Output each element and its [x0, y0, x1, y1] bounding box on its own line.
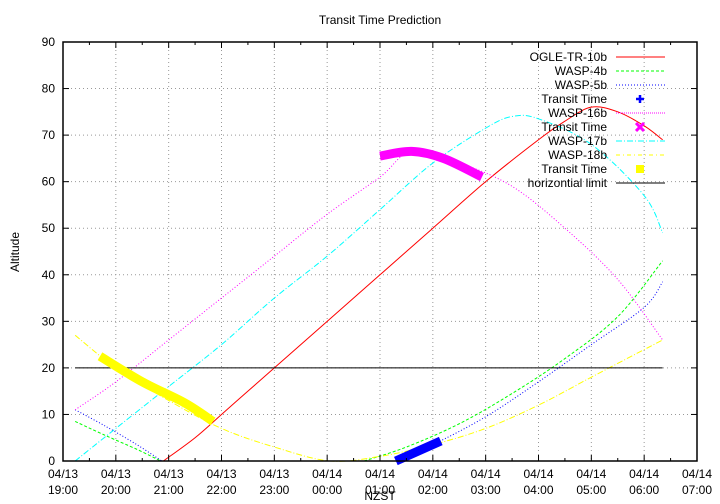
y-tick-label: 10	[42, 407, 56, 421]
x-tick-date: 04/14	[629, 467, 659, 481]
x-tick-date: 04/13	[48, 467, 78, 481]
legend-label: WASP-16b	[548, 106, 607, 120]
curve-ogle-tr-10b	[163, 106, 663, 462]
curve-wasp-4b	[74, 420, 161, 462]
y-tick-label: 40	[42, 268, 56, 282]
legend-label: OGLE-TR-10b	[530, 50, 608, 64]
x-tick-time: 01:00	[365, 483, 395, 497]
legend-square-marker	[636, 165, 644, 173]
x-tick-date: 04/14	[312, 467, 342, 481]
legend-label: Transit Time	[541, 92, 607, 106]
chart-title: Transit Time Prediction	[319, 13, 441, 27]
x-tick-date: 04/13	[259, 467, 289, 481]
curve-wasp-4b	[363, 260, 664, 462]
x-tick-time: 23:00	[259, 483, 289, 497]
x-tick-time: 04:00	[523, 483, 553, 497]
x-tick-date: 04/13	[154, 467, 184, 481]
axis-ticks: 0 10 20 30 40 50 60 70 80 90 04/13 19:00 04/13 20:00 0…	[42, 35, 713, 497]
x-tick-time: 05:00	[576, 483, 606, 497]
x-tick-time: 07:00	[682, 483, 712, 497]
y-tick-label: 30	[42, 314, 56, 328]
y-axis-label: Altitude	[8, 232, 22, 272]
x-tick-time: 03:00	[471, 483, 501, 497]
y-tick-label: 80	[42, 82, 56, 96]
legend-label: WASP-4b	[555, 64, 608, 78]
curve-wasp-5b	[74, 409, 163, 462]
legend-label: WASP-17b	[548, 134, 607, 148]
legend-label: Transit Time	[541, 162, 607, 176]
x-tick-time: 21:00	[154, 483, 184, 497]
x-tick-date: 04/14	[523, 467, 553, 481]
legend-label: Transit Time	[541, 120, 607, 134]
y-tick-label: 60	[42, 175, 56, 189]
y-tick-label: 70	[42, 128, 56, 142]
curve-wasp-17b	[74, 114, 664, 462]
curve-wasp-5b	[395, 281, 664, 462]
x-tick-date: 04/14	[418, 467, 448, 481]
x-tick-time: 06:00	[629, 483, 659, 497]
x-tick-date: 04/14	[365, 467, 395, 481]
legend-label: horizontial limit	[528, 176, 608, 190]
y-tick-label: 0	[48, 454, 55, 468]
x-tick-time: 22:00	[206, 483, 236, 497]
y-tick-label: 50	[42, 221, 56, 235]
transit-segments	[97, 146, 484, 466]
legend-label: WASP-18b	[548, 148, 607, 162]
x-tick-time: 19:00	[48, 483, 78, 497]
curve-wasp-18b	[74, 334, 663, 462]
legend-cross-marker	[634, 121, 646, 133]
x-tick-date: 04/13	[101, 467, 131, 481]
x-tick-date: 04/13	[206, 467, 236, 481]
x-axis-label: NZST	[364, 489, 396, 503]
legend-label: WASP-5b	[555, 78, 608, 92]
x-tick-date: 04/14	[471, 467, 501, 481]
transit-wasp-18b	[97, 352, 216, 426]
x-tick-date: 04/14	[682, 467, 712, 481]
y-tick-label: 20	[42, 361, 56, 375]
x-tick-time: 02:00	[418, 483, 448, 497]
x-tick-date: 04/14	[576, 467, 606, 481]
transit-wasp-5b	[394, 436, 443, 466]
altitude-curves	[74, 106, 664, 462]
y-tick-label: 90	[42, 35, 56, 49]
x-tick-time: 20:00	[101, 483, 131, 497]
transit-wasp-16b	[379, 146, 484, 182]
x-tick-time: 00:00	[312, 483, 342, 497]
legend-plus-marker	[636, 95, 644, 103]
